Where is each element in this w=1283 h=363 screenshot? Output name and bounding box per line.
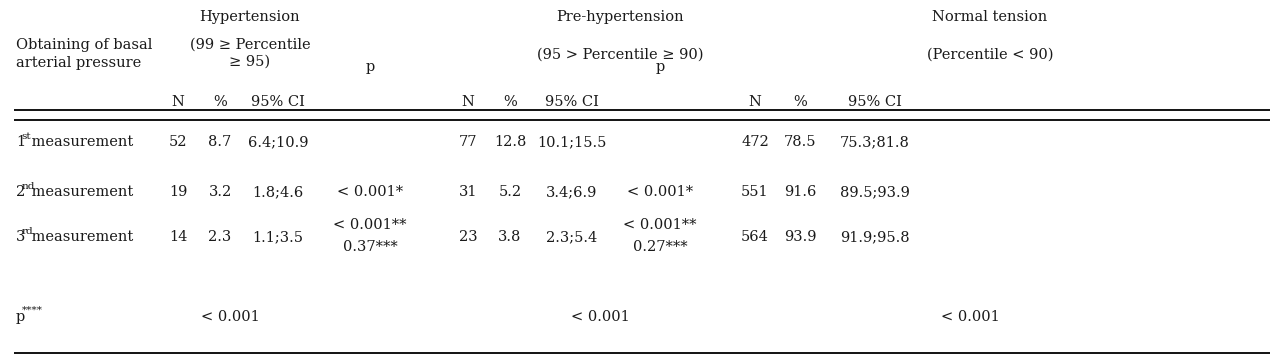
Text: 0.37***: 0.37*** bbox=[343, 240, 398, 254]
Text: 23: 23 bbox=[459, 230, 477, 244]
Text: Normal tension: Normal tension bbox=[933, 10, 1048, 24]
Text: 3.8: 3.8 bbox=[498, 230, 522, 244]
Text: measurement: measurement bbox=[27, 185, 133, 199]
Text: 93.9: 93.9 bbox=[784, 230, 816, 244]
Text: 2.3;5.4: 2.3;5.4 bbox=[547, 230, 598, 244]
Text: < 0.001: < 0.001 bbox=[200, 310, 259, 324]
Text: Obtaining of basal: Obtaining of basal bbox=[15, 38, 153, 52]
Text: 91.6: 91.6 bbox=[784, 185, 816, 199]
Text: ****: **** bbox=[22, 306, 44, 315]
Text: 551: 551 bbox=[742, 185, 769, 199]
Text: 6.4;10.9: 6.4;10.9 bbox=[248, 135, 308, 149]
Text: < 0.001**: < 0.001** bbox=[624, 218, 697, 232]
Text: %: % bbox=[213, 95, 227, 109]
Text: (95 > Percentile ≥ 90): (95 > Percentile ≥ 90) bbox=[536, 48, 703, 62]
Text: arterial pressure: arterial pressure bbox=[15, 56, 141, 70]
Text: 91.9;95.8: 91.9;95.8 bbox=[840, 230, 910, 244]
Text: measurement: measurement bbox=[27, 230, 133, 244]
Text: 95% CI: 95% CI bbox=[251, 95, 305, 109]
Text: 8.7: 8.7 bbox=[208, 135, 232, 149]
Text: 14: 14 bbox=[169, 230, 187, 244]
Text: %: % bbox=[793, 95, 807, 109]
Text: p: p bbox=[656, 60, 665, 74]
Text: 78.5: 78.5 bbox=[784, 135, 816, 149]
Text: 2.3: 2.3 bbox=[208, 230, 232, 244]
Text: %: % bbox=[503, 95, 517, 109]
Text: 472: 472 bbox=[742, 135, 769, 149]
Text: 1.8;4.6: 1.8;4.6 bbox=[253, 185, 304, 199]
Text: rd: rd bbox=[22, 227, 33, 236]
Text: 95% CI: 95% CI bbox=[848, 95, 902, 109]
Text: nd: nd bbox=[22, 182, 35, 191]
Text: < 0.001**: < 0.001** bbox=[334, 218, 407, 232]
Text: 19: 19 bbox=[169, 185, 187, 199]
Text: Hypertension: Hypertension bbox=[200, 10, 300, 24]
Text: p: p bbox=[366, 60, 375, 74]
Text: 52: 52 bbox=[169, 135, 187, 149]
Text: measurement: measurement bbox=[27, 135, 133, 149]
Text: (99 ≥ Percentile
≥ 95): (99 ≥ Percentile ≥ 95) bbox=[190, 38, 310, 68]
Text: 1.1;3.5: 1.1;3.5 bbox=[253, 230, 304, 244]
Text: 77: 77 bbox=[459, 135, 477, 149]
Text: 95% CI: 95% CI bbox=[545, 95, 599, 109]
Text: 75.3;81.8: 75.3;81.8 bbox=[840, 135, 910, 149]
Text: 1: 1 bbox=[15, 135, 26, 149]
Text: N: N bbox=[748, 95, 761, 109]
Text: 2: 2 bbox=[15, 185, 26, 199]
Text: 0.27***: 0.27*** bbox=[633, 240, 688, 254]
Text: 31: 31 bbox=[459, 185, 477, 199]
Text: (Percentile < 90): (Percentile < 90) bbox=[926, 48, 1053, 62]
Text: 3.2: 3.2 bbox=[208, 185, 232, 199]
Text: < 0.001: < 0.001 bbox=[571, 310, 630, 324]
Text: 3: 3 bbox=[15, 230, 26, 244]
Text: p: p bbox=[15, 310, 26, 324]
Text: 3.4;6.9: 3.4;6.9 bbox=[547, 185, 598, 199]
Text: < 0.001*: < 0.001* bbox=[337, 185, 403, 199]
Text: N: N bbox=[462, 95, 475, 109]
Text: st: st bbox=[22, 132, 31, 141]
Text: 12.8: 12.8 bbox=[494, 135, 526, 149]
Text: N: N bbox=[172, 95, 185, 109]
Text: < 0.001*: < 0.001* bbox=[627, 185, 693, 199]
Text: 5.2: 5.2 bbox=[498, 185, 522, 199]
Text: 10.1;15.5: 10.1;15.5 bbox=[538, 135, 607, 149]
Text: 564: 564 bbox=[742, 230, 769, 244]
Text: Pre-hypertension: Pre-hypertension bbox=[557, 10, 684, 24]
Text: 89.5;93.9: 89.5;93.9 bbox=[840, 185, 910, 199]
Text: < 0.001: < 0.001 bbox=[940, 310, 999, 324]
